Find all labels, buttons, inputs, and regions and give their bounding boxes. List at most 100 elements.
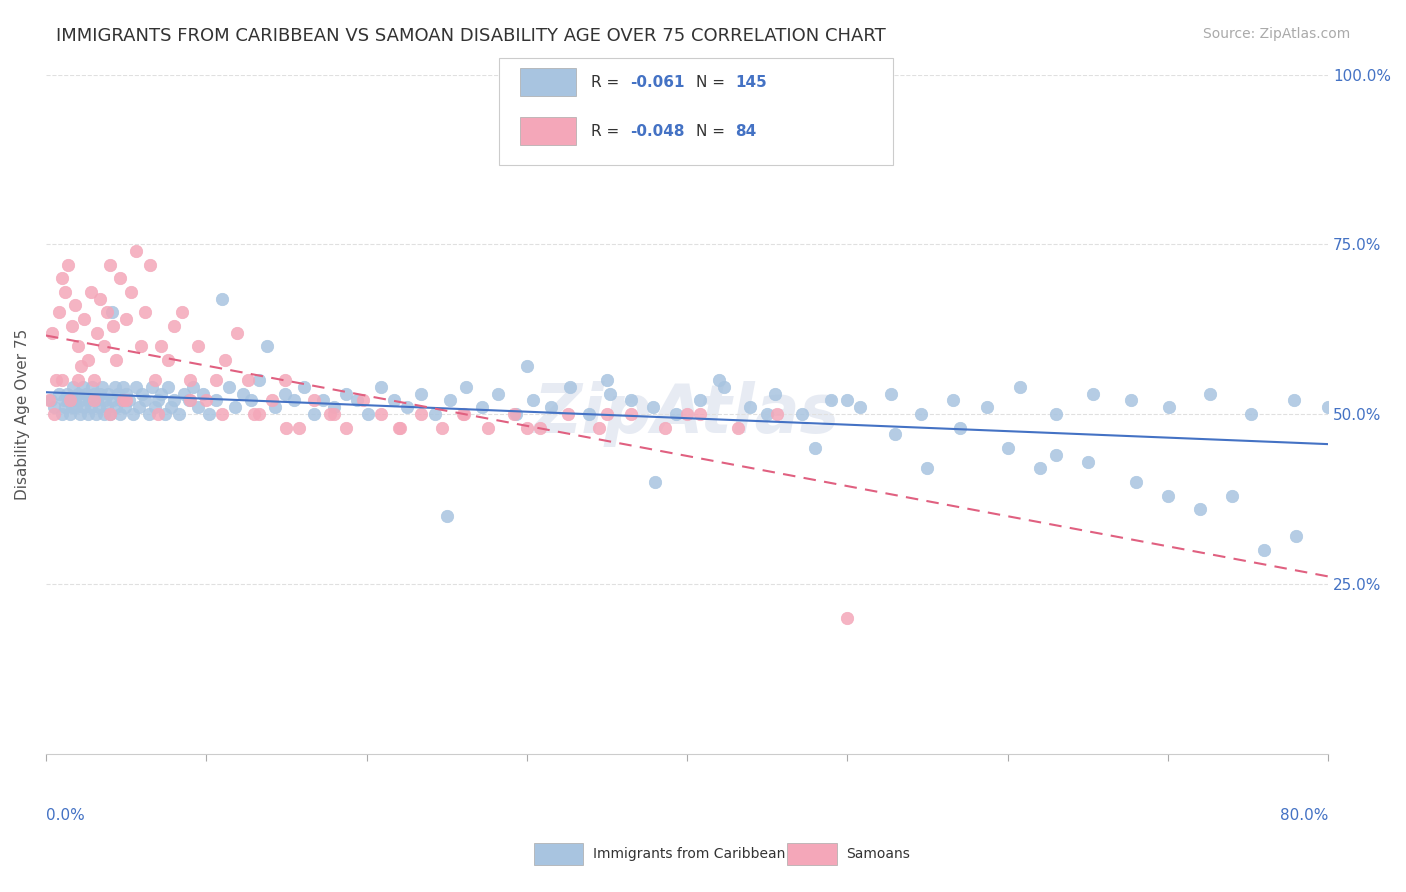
Point [70,359,93,374]
Point [94,393,117,408]
Point [172,305,194,319]
Point [187,401,209,415]
Point [96,401,118,415]
Point [115,393,138,408]
Point [60,401,83,415]
Point [318,407,340,421]
Point [179,393,201,408]
Text: 80.0%: 80.0% [1279,808,1329,822]
Point [84,407,107,421]
Point [1028,461,1050,475]
Point [80,285,103,299]
Point [125,380,148,394]
Point [264,401,287,415]
Point [66,386,89,401]
Point [260,393,283,408]
Point [70,393,93,408]
Point [115,386,138,401]
Point [620,407,643,421]
Point [557,407,579,421]
Point [150,339,173,353]
Point [177,393,200,408]
Point [146,407,169,421]
Point [596,407,619,421]
Point [346,393,368,408]
Point [976,401,998,415]
Point [283,393,305,408]
Point [66,373,89,387]
Point [917,461,939,475]
Point [486,386,509,401]
Point [409,407,432,421]
Point [713,380,735,394]
Point [302,407,325,421]
Point [370,407,392,421]
Point [111,380,134,394]
Point [792,407,814,421]
Point [1253,542,1275,557]
Point [1045,407,1067,421]
Point [38,393,60,408]
Point [52,393,75,408]
Point [689,407,711,421]
Point [110,393,132,408]
Point [288,420,311,434]
Point [804,441,827,455]
Point [53,285,76,299]
Point [1159,401,1181,415]
Point [51,271,73,285]
Point [143,401,166,415]
Point [665,407,688,421]
Point [39,393,62,408]
Point [143,373,166,387]
Point [205,393,228,408]
Point [274,373,297,387]
Point [214,352,236,367]
Point [599,386,621,401]
Point [436,508,458,523]
Point [100,305,122,319]
Point [48,305,70,319]
Y-axis label: Disability Age Over 75: Disability Age Over 75 [15,328,30,500]
Point [98,407,121,421]
Point [134,393,156,408]
Point [58,393,80,408]
Point [302,393,325,408]
Point [107,386,129,401]
Text: Source: ZipAtlas.com: Source: ZipAtlas.com [1202,27,1350,41]
Point [125,244,148,258]
Point [676,407,699,421]
Point [439,393,461,408]
Point [89,386,111,401]
Point [620,393,643,408]
Point [75,386,97,401]
Point [183,380,205,394]
Point [48,386,70,401]
Point [131,386,153,401]
Point [1188,502,1211,516]
Point [128,401,150,415]
Point [103,318,125,333]
Point [187,339,209,353]
Point [1285,529,1308,543]
Point [451,407,474,421]
Point [997,441,1019,455]
Point [153,407,176,421]
Point [163,318,186,333]
Point [763,386,786,401]
Text: 145: 145 [735,75,768,89]
Point [837,393,859,408]
Point [111,393,134,408]
Text: 84: 84 [735,124,756,138]
Point [114,401,136,415]
Point [387,420,409,434]
Point [156,380,179,394]
Point [243,407,266,421]
Point [83,393,105,408]
Point [138,407,160,421]
Point [69,407,91,421]
Point [256,339,278,353]
Point [689,393,711,408]
Point [65,401,87,415]
Point [73,401,96,415]
